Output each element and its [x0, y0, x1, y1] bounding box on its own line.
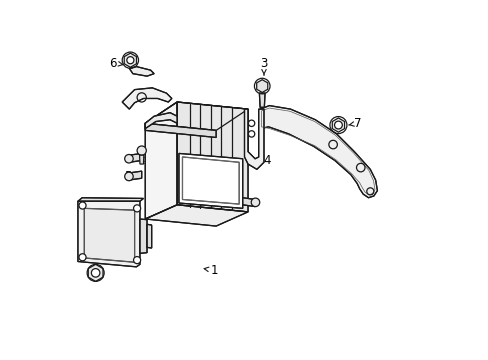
Polygon shape — [145, 102, 247, 130]
Text: 5: 5 — [123, 170, 137, 183]
Polygon shape — [140, 219, 147, 253]
Polygon shape — [84, 208, 134, 262]
Polygon shape — [122, 88, 171, 109]
Polygon shape — [129, 171, 142, 180]
Polygon shape — [145, 123, 216, 138]
Polygon shape — [332, 118, 344, 132]
Circle shape — [79, 202, 86, 209]
Text: 1: 1 — [203, 264, 218, 277]
Polygon shape — [78, 198, 143, 201]
Polygon shape — [145, 205, 247, 226]
Circle shape — [251, 198, 259, 207]
Circle shape — [133, 205, 141, 212]
Circle shape — [124, 172, 133, 181]
Text: 3: 3 — [260, 57, 267, 75]
Circle shape — [87, 264, 104, 282]
Circle shape — [126, 57, 134, 64]
Text: 2: 2 — [86, 267, 100, 280]
Polygon shape — [244, 109, 264, 169]
Circle shape — [133, 257, 141, 264]
Circle shape — [124, 154, 133, 163]
Polygon shape — [124, 53, 136, 67]
Text: 4: 4 — [258, 154, 271, 167]
Circle shape — [79, 254, 86, 261]
Text: 6: 6 — [109, 57, 123, 69]
Polygon shape — [129, 153, 142, 162]
Circle shape — [91, 269, 100, 277]
Polygon shape — [177, 102, 247, 212]
Polygon shape — [260, 105, 377, 198]
Polygon shape — [139, 155, 143, 164]
Circle shape — [334, 121, 342, 129]
Polygon shape — [145, 113, 177, 129]
Polygon shape — [179, 153, 242, 208]
Text: 7: 7 — [348, 117, 361, 130]
Circle shape — [137, 146, 146, 155]
Polygon shape — [145, 102, 177, 219]
Polygon shape — [242, 198, 255, 207]
Polygon shape — [147, 224, 151, 248]
Polygon shape — [129, 67, 154, 76]
Polygon shape — [78, 201, 140, 267]
Polygon shape — [256, 80, 267, 93]
Polygon shape — [182, 157, 239, 204]
Polygon shape — [259, 93, 264, 107]
